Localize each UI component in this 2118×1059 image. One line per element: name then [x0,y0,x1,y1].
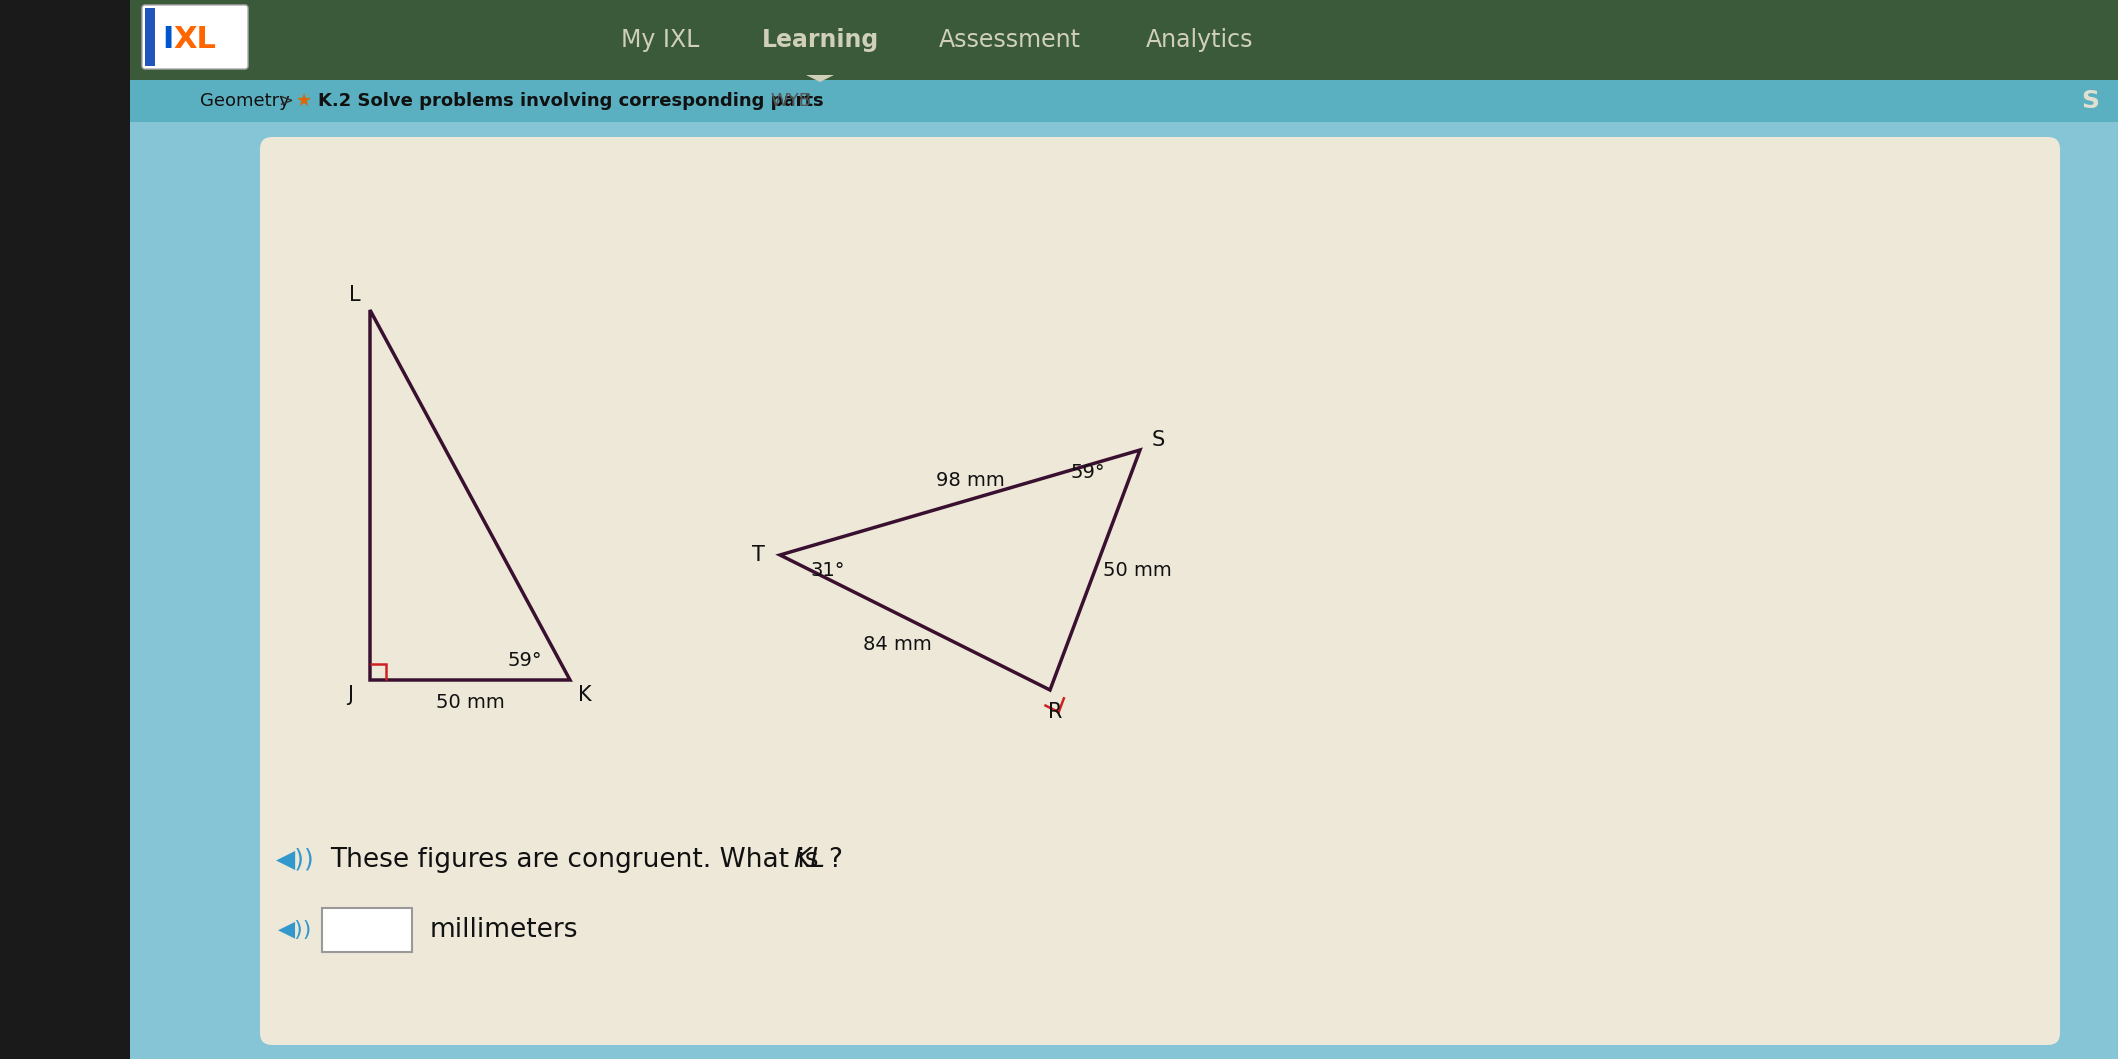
Text: L: L [349,285,360,305]
Text: 31°: 31° [811,560,845,579]
Text: J: J [347,685,354,705]
Text: Geometry: Geometry [199,92,290,110]
Text: S: S [2082,89,2099,113]
Text: R: R [1048,702,1063,722]
Text: 84 mm: 84 mm [862,635,932,654]
Text: 59°: 59° [508,650,542,669]
Text: These figures are congruent. What is: These figures are congruent. What is [330,847,826,873]
Polygon shape [0,0,129,1059]
Text: 98 mm: 98 mm [936,471,1004,490]
Text: >: > [277,92,292,110]
Text: S: S [1152,430,1165,450]
Text: Learning: Learning [760,28,879,52]
Text: 50 mm: 50 mm [1103,560,1171,579]
FancyBboxPatch shape [322,908,413,952]
Text: My IXL: My IXL [621,28,699,52]
Text: millimeters: millimeters [430,917,578,943]
Text: 50 mm: 50 mm [436,693,504,712]
Text: ◀)): ◀)) [275,848,313,872]
Text: I: I [163,25,174,54]
Polygon shape [144,8,155,66]
Polygon shape [129,0,2118,80]
FancyBboxPatch shape [142,5,248,69]
Text: WYB: WYB [771,92,811,110]
Text: ?: ? [828,847,843,873]
FancyBboxPatch shape [261,137,2061,1045]
Text: K.2 Solve problems involving corresponding parts: K.2 Solve problems involving correspondi… [318,92,824,110]
Text: Analytics: Analytics [1146,28,1254,52]
Text: K: K [578,685,591,705]
Text: 59°: 59° [1072,463,1106,482]
Polygon shape [807,75,834,82]
Polygon shape [129,80,2118,122]
Text: KL: KL [792,847,826,873]
Text: T: T [752,545,765,566]
Polygon shape [129,0,2118,1059]
Text: ◀)): ◀)) [277,920,311,940]
Text: XL: XL [174,25,216,54]
Text: ★: ★ [297,92,311,110]
Text: Assessment: Assessment [938,28,1080,52]
